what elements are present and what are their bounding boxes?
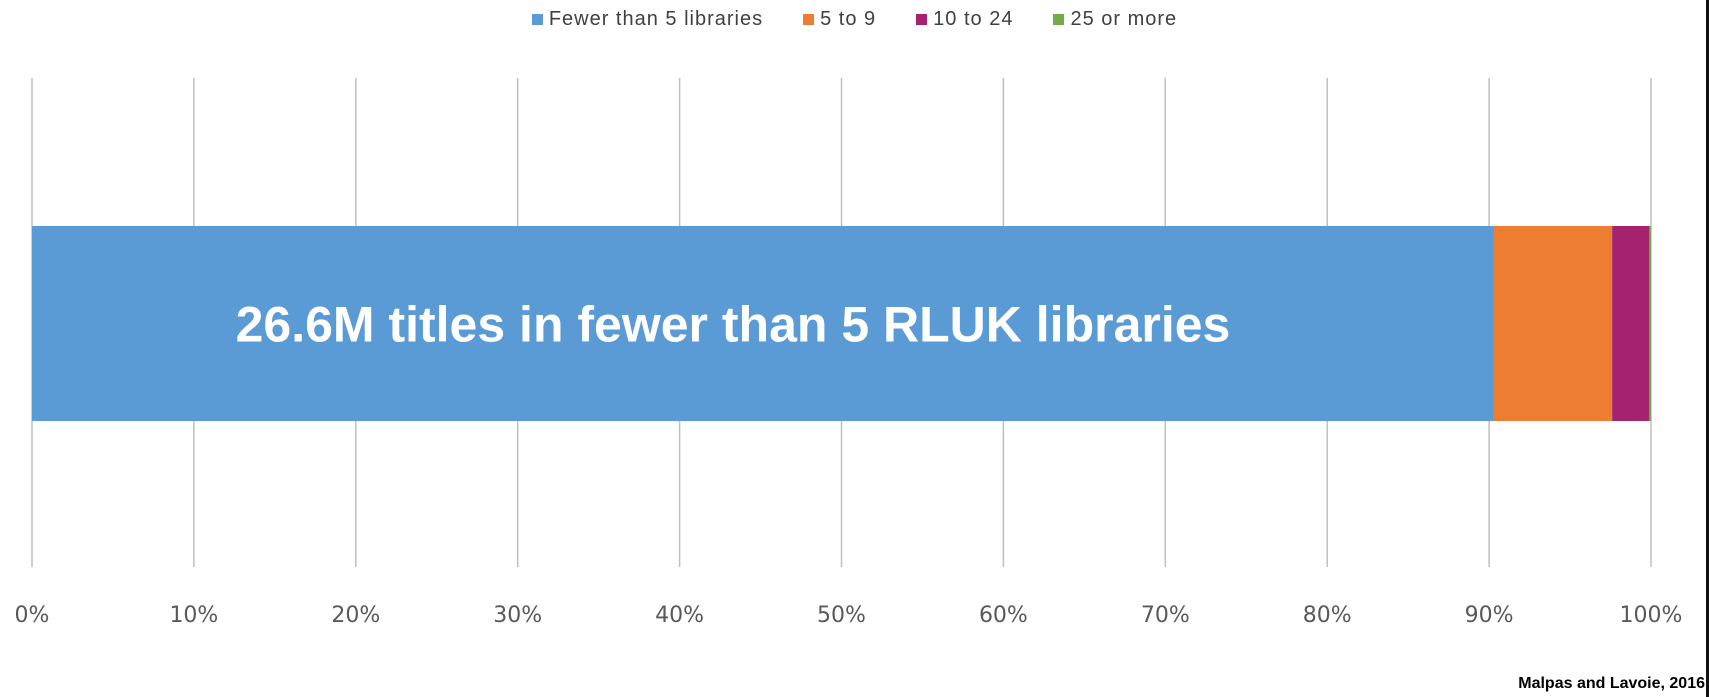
legend-item: 10 to 24 <box>916 8 1013 31</box>
legend-item: 5 to 9 <box>803 8 876 31</box>
x-tick-label: 100% <box>1620 603 1683 628</box>
frame-edge <box>1706 0 1709 697</box>
x-tick-label: 90% <box>1465 603 1514 628</box>
bar-segments <box>32 226 1651 421</box>
x-tick-label: 60% <box>979 603 1028 628</box>
legend-item: Fewer than 5 libraries <box>531 8 764 31</box>
x-tick-label: 20% <box>331 603 380 628</box>
source-credit: Malpas and Lavoie, 2016 <box>1518 675 1705 692</box>
bar-annotation: 26.6M titles in fewer than 5 RLUK librar… <box>236 297 1231 353</box>
legend-item: 25 or more <box>1053 8 1177 31</box>
x-tick-label: 70% <box>1141 603 1190 628</box>
x-tick-labels: 0% 10% 20% 30% 40% 50% 60% 70% 80% 90% 100% <box>15 603 1683 628</box>
x-tick-label: 50% <box>817 603 866 628</box>
legend-swatch <box>803 14 815 25</box>
bar-segment <box>1612 226 1650 421</box>
legend-label: 25 or more <box>1070 8 1178 30</box>
legend-swatch <box>531 14 543 25</box>
x-tick-label: 80% <box>1303 603 1352 628</box>
legend-label: 5 to 9 <box>820 8 877 30</box>
bar-segment <box>32 226 1494 421</box>
x-tick-label: 40% <box>655 603 704 628</box>
bar-segment <box>1493 226 1613 421</box>
bar-segment <box>1649 226 1651 421</box>
legend-label: 10 to 24 <box>933 8 1014 30</box>
x-tick-label: 10% <box>169 603 218 628</box>
legend-label: Fewer than 5 libraries <box>548 8 764 30</box>
x-tick-label: 0% <box>15 603 50 628</box>
legend-swatch <box>916 14 928 25</box>
chart-legend: Fewer than 5 libraries 5 to 9 10 to 24 25 o… <box>0 8 1709 31</box>
x-tick-label: 30% <box>493 603 542 628</box>
legend-swatch <box>1053 14 1065 25</box>
